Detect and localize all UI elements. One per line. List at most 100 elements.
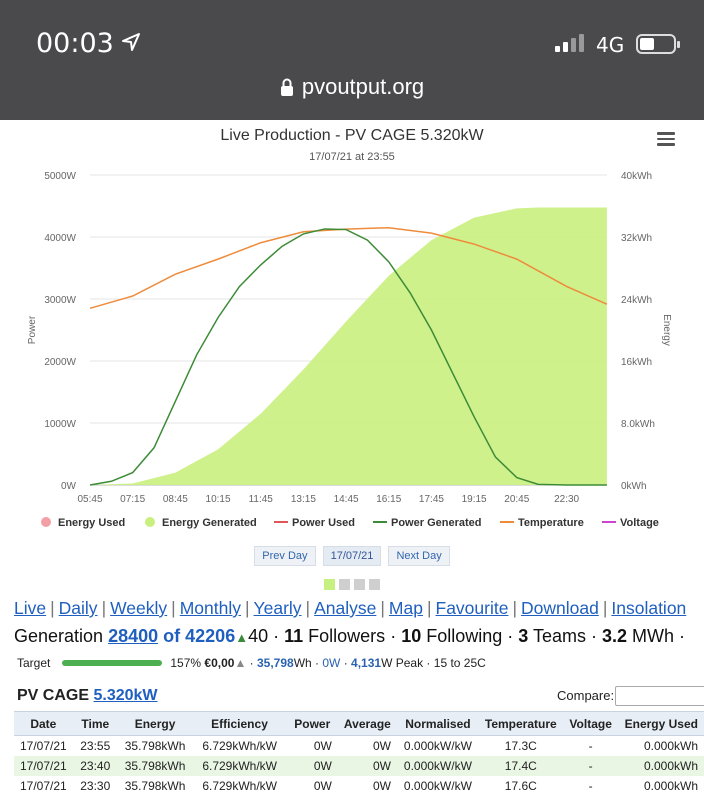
- clock: 00:03: [36, 28, 114, 59]
- col-energy-used: Energy Used: [618, 711, 704, 736]
- table-cell: 17/07/21: [20, 738, 67, 753]
- table-cell: 6.729kWh/kW: [202, 778, 278, 793]
- table-cell: 35.798kWh: [124, 778, 186, 793]
- table-cell: 0W: [372, 778, 391, 793]
- system-size-link[interactable]: 5.320kW: [93, 687, 158, 704]
- link-download[interactable]: Download: [521, 598, 599, 618]
- table-row: 17/07/21 23:55 35.798kWh 6.729kWh/kW 0W 0W 0.0…: [14, 736, 704, 756]
- legend-item: Temperature: [518, 517, 584, 529]
- next-day-button[interactable]: Next Day: [388, 546, 450, 566]
- address-bar[interactable]: pvoutput.org: [0, 74, 704, 100]
- table-cell: 17.3C: [504, 738, 537, 753]
- table-row: 17/07/21 23:40 35.798kWh 6.729kWh/kW 0W 0W 0.0…: [14, 755, 704, 776]
- link-live[interactable]: Live: [14, 598, 47, 618]
- link-separator: |: [602, 598, 608, 618]
- y2-tick-label: 16kWh: [621, 357, 652, 368]
- x-tick-label: 16:15: [376, 494, 401, 505]
- target-temp-range: 15 to 25C: [433, 656, 486, 670]
- legend-item: Energy Generated: [162, 517, 257, 529]
- target-energy-unit: Wh: [293, 656, 312, 670]
- table-cell: 0W: [372, 738, 391, 753]
- table-cell: 17.4C: [478, 755, 563, 776]
- table-cell: -: [588, 778, 593, 793]
- table-cell: 17.6C: [504, 778, 537, 793]
- prev-day-button[interactable]: Prev Day: [254, 546, 316, 566]
- y2-tick-label: 40kWh: [621, 171, 652, 182]
- pager-dot-2[interactable]: [339, 579, 350, 590]
- x-tick-label: 20:45: [504, 494, 529, 505]
- target-cost: €0,00: [204, 656, 235, 670]
- teams-label[interactable]: Teams: [532, 626, 586, 646]
- target-progress-bar: [62, 660, 163, 666]
- table-cell: 35.798kWh: [124, 738, 186, 753]
- table-cell: 17/07/21: [20, 778, 67, 793]
- following-label[interactable]: Following: [426, 626, 503, 646]
- chart-subtitle: 17/07/21 at 23:55: [309, 151, 395, 163]
- link-monthly[interactable]: Monthly: [179, 598, 241, 618]
- col-energy: Energy: [117, 711, 193, 736]
- table-cell: 23:55: [80, 738, 111, 753]
- table-cell: 6.729kWh/kW: [202, 738, 278, 753]
- chart-date-button[interactable]: 17/07/21: [322, 546, 382, 566]
- x-tick-label: 13:15: [291, 494, 316, 505]
- output-table: Date Time Energy Efficiency Power Average Norm…: [14, 711, 704, 796]
- rank-change: 40: [248, 626, 269, 646]
- link-separator: |: [50, 598, 55, 618]
- y2-tick-label: 8.0kWh: [621, 419, 655, 430]
- y-tick-label: 5000W: [44, 171, 76, 182]
- chart-pager: [0, 577, 704, 595]
- y-tick-label: 4000W: [44, 233, 76, 244]
- followers-label[interactable]: Followers: [308, 626, 386, 646]
- link-separator: |: [512, 598, 517, 618]
- chart-menu-icon[interactable]: [657, 132, 675, 146]
- view-links: Live | Daily | Weekly | Monthly | Yearly | Analyse…: [14, 598, 686, 619]
- generation-rank-link[interactable]: 28400: [108, 626, 159, 646]
- link-separator: |: [171, 598, 176, 618]
- link-map[interactable]: Map: [388, 598, 423, 618]
- y2-tick-label: 32kWh: [621, 233, 652, 244]
- y2-tick-label: 0kWh: [621, 481, 647, 492]
- generation-summary: Generation 28400 of 42206▲40 · 11 Follow…: [14, 626, 686, 646]
- generation-of: of 42206: [163, 626, 236, 646]
- table-cell: 0.000kWh: [643, 738, 698, 753]
- pager-dot-4[interactable]: [369, 579, 380, 590]
- col-temperature: Temperature: [478, 711, 563, 736]
- legend-item: Power Generated: [391, 517, 481, 529]
- table-cell: 0.000kWh: [643, 778, 698, 793]
- link-daily[interactable]: Daily: [58, 598, 98, 618]
- target-power: 0W: [322, 656, 341, 670]
- table-cell: -: [562, 755, 619, 776]
- link-analyse[interactable]: Analyse: [314, 598, 377, 618]
- compare-input[interactable]: [615, 686, 704, 706]
- link-insolation[interactable]: Insolation: [611, 598, 687, 618]
- following-count: 10: [401, 626, 422, 646]
- network-type: 4G: [596, 33, 625, 57]
- pager-dot-3[interactable]: [354, 579, 365, 590]
- table-cell: 6.729kWh/kW: [192, 755, 287, 776]
- energy-generated-area: [90, 207, 607, 486]
- system-title: PV CAGE 5.320kW: [17, 687, 158, 705]
- table-cell: 23:30: [80, 778, 111, 793]
- y2-tick-label: 24kWh: [621, 295, 652, 306]
- pager-dot-1[interactable]: [324, 579, 335, 590]
- link-yearly[interactable]: Yearly: [253, 598, 302, 618]
- signal-strength-icon: [555, 34, 584, 52]
- table-cell: 0.000kW/kW: [403, 778, 472, 793]
- legend-item: Energy Used: [58, 517, 125, 529]
- table-cell: 0W: [337, 755, 397, 776]
- x-tick-label: 08:45: [163, 494, 188, 505]
- link-favourite[interactable]: Favourite: [435, 598, 509, 618]
- col-date: Date: [14, 711, 73, 736]
- legend-symbol: [41, 517, 51, 527]
- compare-label: Compare:: [557, 688, 615, 703]
- system-name: PV CAGE: [17, 687, 90, 704]
- cost-trend-icon: ▲: [234, 656, 247, 670]
- target-energy: 35,798: [257, 656, 294, 670]
- y-tick-label: 1000W: [44, 419, 76, 430]
- teams-count: 3: [518, 626, 529, 646]
- y-tick-label: 0W: [61, 481, 77, 492]
- x-tick-label: 11:45: [249, 494, 274, 505]
- link-weekly[interactable]: Weekly: [110, 598, 168, 618]
- legend-symbol: [145, 517, 155, 527]
- col-power: Power: [286, 711, 338, 736]
